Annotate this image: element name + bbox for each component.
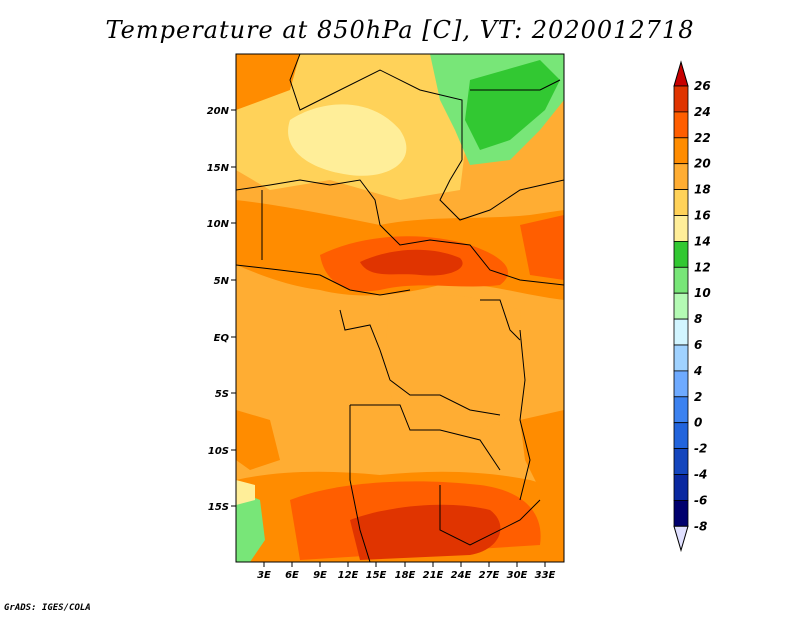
lat-tick-label: 15N	[207, 163, 230, 174]
colorbar-level-label: 18	[694, 183, 711, 197]
longitude-axis: 3E 6E 9E 12E 15E 18E 21E 24E 27E 30E 33E	[257, 562, 556, 581]
lon-tick-label: 18E	[395, 570, 416, 581]
country-borders	[236, 54, 564, 562]
colorbar-swatch	[673, 422, 689, 450]
colorbar-level-label: 6	[694, 338, 702, 352]
lon-tick-label: 12E	[338, 570, 359, 581]
colorbar-level-label: 4	[693, 364, 702, 378]
lon-tick-label: 9E	[313, 570, 327, 581]
colorbar-swatch	[673, 111, 689, 139]
lat-tick-label: EQ	[214, 333, 230, 344]
colorbar-swatch	[673, 396, 689, 424]
colorbar-level-label: 8	[694, 312, 702, 326]
lat-tick-label: 10N	[207, 219, 230, 230]
lon-tick-label: 6E	[285, 570, 299, 581]
lon-tick-label: 24E	[451, 570, 472, 581]
colorbar-level-label: 16	[694, 209, 711, 223]
lat-tick-label: 20N	[207, 106, 230, 117]
colorbar-swatch	[673, 318, 689, 346]
latitude-axis: 20N 15N 10N 5N EQ 5S 10S 15S	[207, 106, 236, 513]
colorbar-level-label: -2	[694, 442, 707, 456]
footer-credit: GrADS: IGES/COLA	[4, 603, 91, 613]
colorbar-swatch	[673, 240, 689, 268]
colorbar-swatch	[673, 370, 689, 398]
colorbar-level-label: 14	[694, 234, 711, 248]
colorbar-swatch	[673, 474, 689, 501]
lon-tick-label: 21E	[423, 570, 444, 581]
colorbar-level-label: 26	[694, 79, 711, 93]
temperature-field	[236, 54, 564, 562]
colorbar-level-label: 22	[694, 131, 711, 145]
colorbar-swatch	[673, 266, 689, 294]
lon-tick-label: 3E	[257, 570, 271, 581]
colorbar-swatch	[673, 499, 689, 527]
colorbar-level-label: -8	[694, 519, 707, 533]
colorbar-swatch	[673, 137, 689, 165]
lon-tick-label: 33E	[535, 570, 556, 581]
colorbar-swatch	[673, 163, 689, 190]
map-title: Temperature at 850hPa [C], VT: 202001271…	[105, 16, 695, 44]
colorbar-level-label: 12	[694, 260, 711, 274]
colorbar-swatch	[673, 448, 689, 475]
lon-tick-label: 27E	[479, 570, 500, 581]
lat-tick-label: 10S	[208, 446, 229, 457]
colorbar-level-label: 20	[694, 157, 711, 171]
lat-tick-label: 5N	[214, 276, 230, 287]
lat-tick-label: 15S	[208, 502, 229, 513]
lat-tick-label: 5S	[215, 389, 229, 400]
colorbar-swatch	[673, 85, 689, 113]
colorbar-bottom-triangle	[673, 525, 689, 553]
colorbar-level-label: -4	[694, 468, 707, 482]
lon-tick-label: 15E	[366, 570, 387, 581]
colorbar-swatch	[673, 189, 689, 216]
colorbar-level-label: 0	[694, 416, 702, 430]
colorbar-level-label: 10	[694, 286, 711, 300]
colorbar-swatch	[673, 215, 689, 242]
colorbar-level-label: 2	[694, 390, 702, 404]
colorbar-level-label: -6	[694, 493, 707, 507]
colorbar-level-label: 24	[694, 105, 711, 119]
colorbar-top-triangle	[673, 60, 689, 87]
lon-tick-label: 30E	[507, 570, 528, 581]
colorbar-swatch	[673, 292, 689, 320]
map-frame	[235, 53, 565, 563]
colorbar-swatch	[673, 344, 689, 372]
